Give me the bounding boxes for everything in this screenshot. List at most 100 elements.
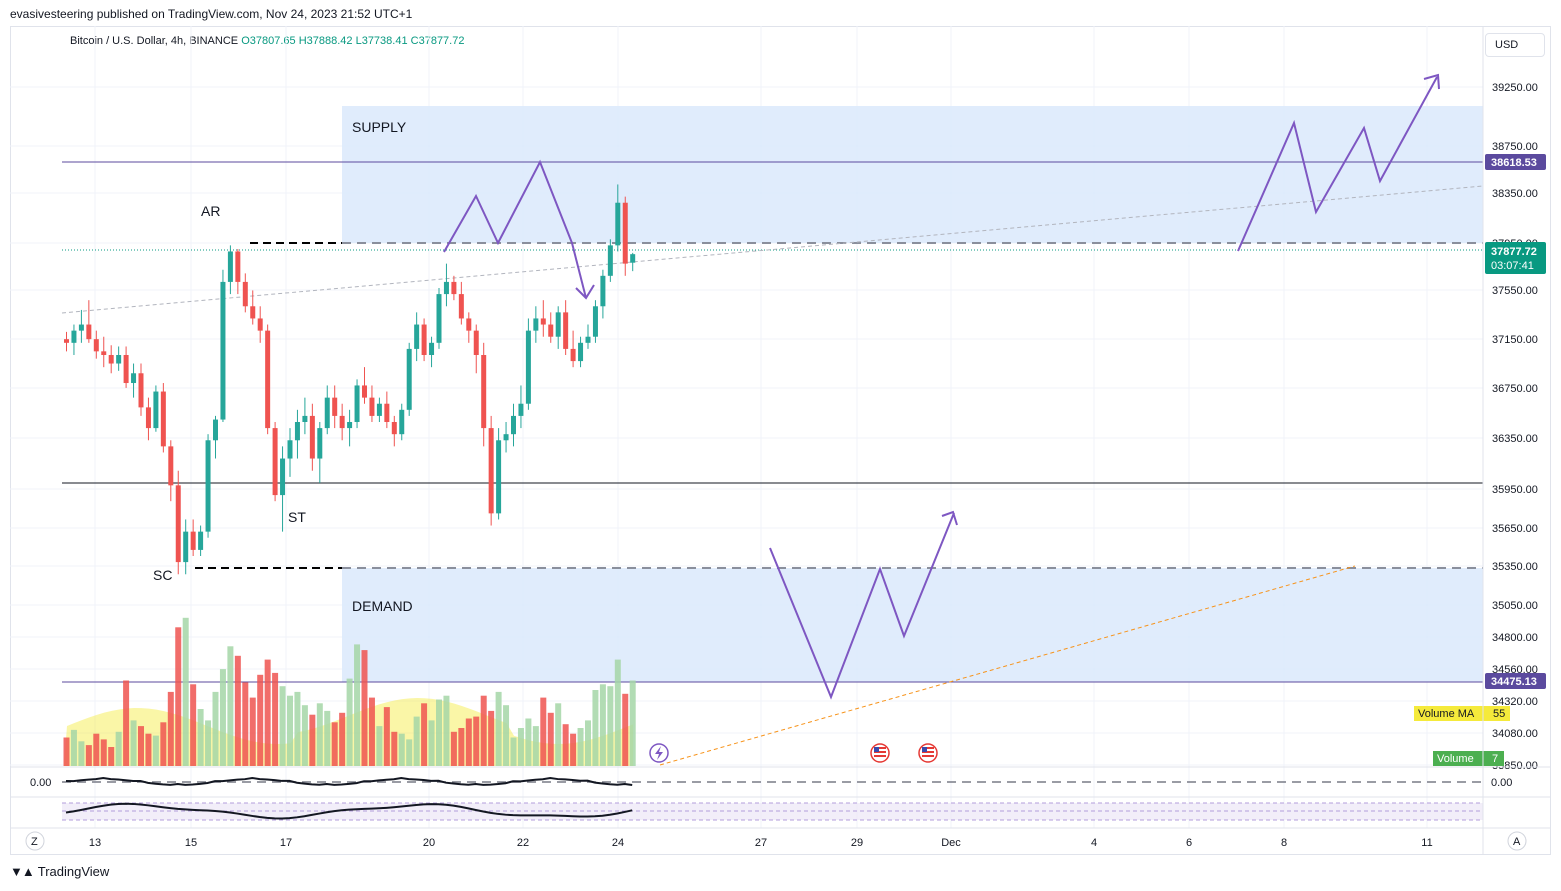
candle-body[interactable] [607, 245, 613, 276]
candle-body[interactable] [257, 318, 263, 331]
candle-body[interactable] [116, 355, 122, 364]
candle-body[interactable] [324, 397, 330, 429]
candle-body[interactable] [213, 419, 218, 441]
volume-bar [592, 690, 599, 766]
candle-body[interactable] [429, 342, 435, 355]
candle-body[interactable] [78, 324, 84, 331]
candle-body[interactable] [436, 294, 442, 343]
candle-body[interactable] [235, 251, 241, 282]
candle-body[interactable] [198, 531, 204, 550]
candle-body[interactable] [71, 330, 77, 343]
candle-body[interactable] [138, 373, 144, 408]
candle-body[interactable] [578, 342, 584, 362]
candle-body[interactable] [615, 202, 621, 246]
candle-body[interactable] [406, 348, 412, 410]
candle-body[interactable] [555, 312, 561, 337]
pattern-arrow-down[interactable] [571, 242, 587, 299]
candle-body[interactable] [391, 422, 397, 435]
pattern-future-supply[interactable] [1237, 76, 1438, 252]
candle-body[interactable] [317, 428, 323, 459]
candle-body[interactable] [354, 385, 360, 422]
candle-body[interactable] [376, 403, 382, 416]
candle-body[interactable] [369, 397, 375, 416]
candle-body[interactable] [347, 422, 353, 429]
candle-body[interactable] [630, 254, 636, 263]
candle-body[interactable] [302, 415, 308, 422]
candle-body[interactable] [481, 355, 487, 429]
candle-body[interactable] [525, 330, 531, 404]
candle-body[interactable] [153, 391, 159, 429]
candle-body[interactable] [205, 440, 211, 532]
candle-body[interactable] [592, 306, 598, 337]
candle-body[interactable] [384, 403, 390, 422]
candle-body[interactable] [563, 312, 569, 349]
volume-bar [450, 731, 457, 766]
candle-body[interactable] [600, 275, 606, 307]
candle-body[interactable] [339, 415, 345, 429]
candle-body[interactable] [332, 397, 338, 416]
candle-body[interactable] [294, 422, 300, 441]
candle-body[interactable] [399, 409, 405, 435]
candle-body[interactable] [533, 318, 539, 331]
candle-body[interactable] [362, 385, 367, 398]
us-flag-icon[interactable] [870, 743, 890, 763]
candle-body[interactable] [511, 415, 516, 435]
candle-body[interactable] [108, 355, 114, 364]
candle-body[interactable] [220, 281, 226, 420]
pattern-future-demand[interactable] [769, 512, 955, 700]
volume-bar [495, 691, 502, 766]
candle-body[interactable] [488, 428, 494, 514]
oscillator-line[interactable] [65, 776, 633, 786]
candle-body[interactable] [496, 440, 502, 514]
candle-body[interactable] [443, 281, 449, 295]
candle-body[interactable] [131, 373, 137, 384]
auto-scale-button[interactable]: A [1507, 831, 1527, 851]
candle-body[interactable] [503, 434, 509, 441]
candle-body[interactable] [272, 428, 278, 496]
zoom-reset-button[interactable]: Z [25, 831, 45, 851]
candle-body[interactable] [175, 485, 181, 563]
pattern-supply-mid[interactable] [443, 159, 573, 253]
candle-body[interactable] [585, 336, 591, 343]
candle-body[interactable] [309, 415, 315, 459]
demand-zone[interactable] [342, 568, 1483, 682]
candle-body[interactable] [540, 318, 546, 325]
candle-body[interactable] [145, 407, 151, 429]
supply-zone[interactable] [342, 106, 1483, 243]
tradingview-logo[interactable]: ▼▲ TradingView [10, 864, 109, 879]
candle-body[interactable] [160, 391, 166, 447]
event-icon[interactable] [649, 743, 669, 763]
candle-body[interactable] [473, 330, 479, 355]
candle-body[interactable] [280, 458, 286, 496]
candle-body[interactable] [287, 440, 293, 459]
candle-body[interactable] [64, 339, 69, 343]
candle-body[interactable] [570, 348, 576, 362]
candle-body[interactable] [451, 281, 457, 295]
candle-body[interactable] [86, 324, 92, 340]
candle-body[interactable] [250, 306, 256, 319]
us-flag-icon[interactable] [918, 743, 938, 763]
candle-body[interactable] [242, 281, 248, 307]
oscillator-line-2[interactable] [65, 802, 633, 820]
candle-body[interactable] [190, 531, 196, 550]
volume-bar [614, 659, 621, 766]
candle-body[interactable] [421, 324, 427, 355]
candle-body[interactable] [458, 294, 464, 319]
candle-body[interactable] [123, 355, 129, 384]
candle-body[interactable] [227, 251, 233, 282]
symbol-name[interactable]: Bitcoin / U.S. Dollar, 4h, BINANCE [70, 35, 239, 47]
orange-trendline[interactable] [659, 565, 1356, 766]
candle-body[interactable] [93, 339, 99, 352]
currency-button[interactable]: USD [1485, 33, 1545, 57]
candle-body[interactable] [548, 324, 554, 337]
candle-body[interactable] [168, 446, 174, 486]
candle-body[interactable] [265, 330, 271, 429]
candle-body[interactable] [622, 202, 628, 264]
candle-body[interactable] [466, 318, 472, 331]
volume-bar [346, 678, 353, 766]
candle-body[interactable] [183, 531, 189, 563]
candle-body[interactable] [101, 351, 107, 355]
candle-body[interactable] [414, 324, 420, 349]
candle-body[interactable] [518, 403, 524, 416]
